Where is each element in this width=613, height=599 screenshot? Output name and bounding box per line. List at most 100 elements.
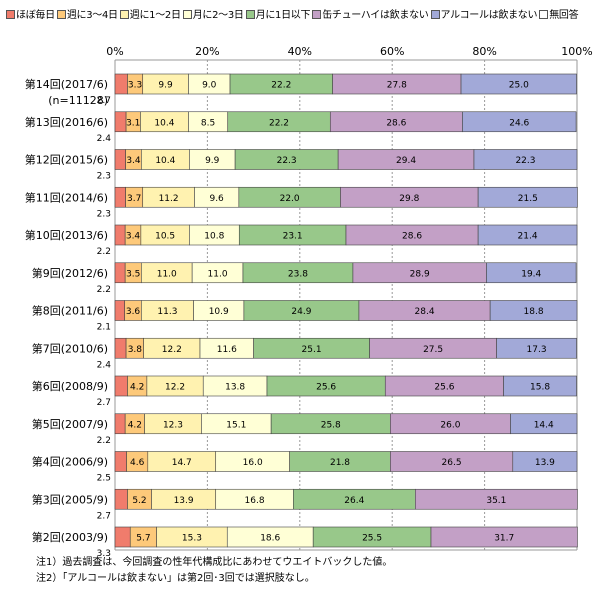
- bar-segment: [503, 375, 577, 397]
- legend-label: 無回答: [549, 10, 579, 21]
- bar-segment: [496, 337, 577, 359]
- data-label: 3.4: [126, 156, 141, 166]
- data-label: 12.2: [165, 383, 185, 393]
- data-label: 23.8: [288, 269, 308, 279]
- data-label: 23.1: [283, 232, 303, 242]
- data-label: 22.3: [515, 156, 535, 166]
- data-label: 2.7: [97, 511, 111, 521]
- data-label: 8.5: [201, 118, 215, 128]
- data-label: 10.4: [155, 156, 175, 166]
- data-label: 9.9: [158, 81, 173, 91]
- bar-segment: [114, 149, 126, 170]
- category-label: 第5回(2007/9): [32, 417, 108, 431]
- bar-segment: [430, 526, 578, 548]
- data-label: 3.8: [128, 345, 143, 355]
- data-label: 29.4: [396, 156, 416, 166]
- data-label: 2.2: [97, 247, 111, 257]
- category-label: 第6回(2008/9): [32, 379, 108, 393]
- data-label: 11.6: [217, 345, 237, 355]
- data-label: 12.3: [163, 420, 183, 430]
- data-label: 22.2: [271, 81, 291, 91]
- category-label: 第14回(2017/6): [25, 77, 108, 91]
- data-label: 4.6: [130, 458, 145, 468]
- data-label: 14.4: [534, 420, 554, 430]
- data-label: 28.4: [415, 307, 435, 317]
- bar-segment: [414, 488, 578, 510]
- data-label: 15.3: [182, 534, 202, 544]
- data-label: 2.4: [97, 360, 112, 370]
- legend-label: 週に3～4日: [66, 10, 118, 21]
- data-label: 3.3: [97, 549, 111, 559]
- legend-item: 月に1日以下: [245, 6, 310, 21]
- legend-swatch: [245, 10, 255, 19]
- data-label: 22.2: [269, 118, 289, 128]
- data-label: 24.9: [291, 307, 311, 317]
- data-label: 3.1: [126, 118, 140, 128]
- bar-segment: [460, 73, 577, 95]
- data-label: 2.4: [97, 134, 112, 144]
- data-label: 27.5: [423, 345, 443, 355]
- bar-segment: [473, 149, 578, 170]
- data-label: 29.8: [399, 194, 419, 204]
- category-label: 第8回(2011/6): [32, 304, 108, 318]
- legend-swatch: [6, 10, 15, 19]
- bar-segment: [114, 451, 127, 472]
- data-label: 4.2: [128, 420, 142, 430]
- data-label: 19.4: [521, 269, 541, 279]
- data-label: 21.4: [518, 232, 538, 242]
- data-label: 17.3: [527, 345, 547, 355]
- data-label: 2.7: [97, 398, 111, 408]
- legend-item: 月に2～3日: [182, 6, 244, 21]
- data-label: 3.5: [126, 269, 140, 279]
- data-label: 15.1: [226, 420, 246, 430]
- data-label: 25.8: [321, 420, 341, 430]
- legend-label: 缶チューハイは飲まない: [322, 10, 429, 21]
- bar-segment: [114, 262, 126, 284]
- bar-segment: [114, 488, 128, 510]
- data-label: 35.1: [486, 496, 506, 506]
- data-label: 13.9: [174, 496, 194, 506]
- data-label: 11.3: [157, 307, 177, 317]
- x-tick-label: 0%: [106, 45, 123, 58]
- legend-swatch: [430, 10, 440, 19]
- legend-swatch: [119, 10, 129, 19]
- data-label: 10.8: [204, 232, 224, 242]
- category-label: 第12回(2015/6): [25, 153, 108, 167]
- x-tick-label: 100%: [561, 45, 592, 58]
- data-label: 21.5: [518, 194, 538, 204]
- data-label: 25.1: [302, 345, 322, 355]
- data-label: 12.2: [162, 345, 182, 355]
- bar-segment: [114, 375, 128, 397]
- category-label: 第2回(2003/9): [32, 530, 108, 544]
- data-label: 26.0: [440, 420, 460, 430]
- legend-item: 週に1～2日: [119, 6, 181, 21]
- data-label: 16.0: [243, 458, 263, 468]
- category-label: 第11回(2014/6): [25, 190, 108, 204]
- data-label: 18.8: [524, 307, 544, 317]
- data-label: 31.7: [494, 534, 514, 544]
- data-label: 25.0: [509, 81, 529, 91]
- bar-segment: [114, 526, 131, 548]
- data-label: 2.1: [97, 323, 111, 333]
- data-label: 5.7: [136, 534, 150, 544]
- data-label: 2.2: [97, 436, 111, 446]
- x-tick-label: 60%: [380, 45, 404, 58]
- category-label: 第10回(2013/6): [25, 228, 108, 242]
- data-label: 4.2: [130, 383, 144, 393]
- x-tick-label: 40%: [288, 45, 312, 58]
- legend-label: 週に1～2日: [129, 10, 181, 21]
- bar-segment: [114, 300, 126, 321]
- legend-label: 月に2～3日: [192, 10, 244, 21]
- category-label: 第13回(2016/6): [25, 115, 108, 129]
- data-label: 27.8: [387, 81, 407, 91]
- data-label: 28.6: [386, 118, 406, 128]
- data-label: 2.7: [97, 96, 111, 106]
- bar-segment: [512, 451, 578, 472]
- data-label: 3.3: [128, 81, 142, 91]
- category-label: 第4回(2006/9): [32, 455, 108, 469]
- data-label: 11.0: [157, 269, 177, 279]
- data-label: 9.0: [202, 81, 217, 91]
- x-tick-label: 80%: [472, 45, 496, 58]
- legend-item: ほぼ毎日: [6, 6, 55, 21]
